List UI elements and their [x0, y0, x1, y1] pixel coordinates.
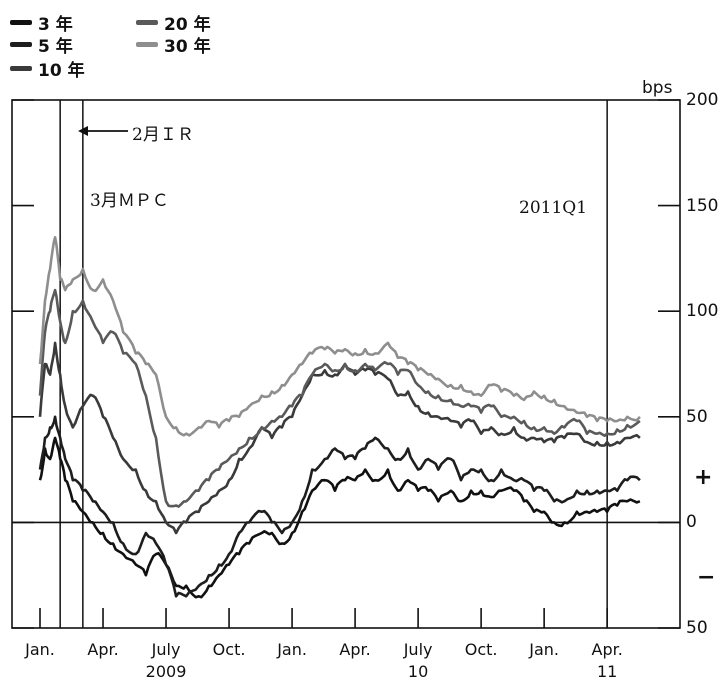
y-tick-label: 50: [686, 618, 708, 638]
annotation-mar-mpc: 3月ＭＰＣ: [90, 191, 169, 211]
x-ticks: [39, 608, 608, 628]
y-tick-label: 200: [686, 90, 719, 110]
x-tick-label: Apr.: [87, 640, 119, 659]
x-tick-label: Oct.: [212, 640, 246, 659]
x-tick-label: Apr.: [591, 640, 623, 659]
legend-item-10y: 10 年: [10, 56, 85, 81]
series-line-1: [38, 415, 641, 598]
x-tick-label: July: [151, 640, 181, 659]
legend-label-20y: 20 年: [164, 15, 211, 35]
legend-label-10y: 10 年: [38, 61, 85, 81]
x-year-label: 2009: [145, 662, 187, 681]
x-year-label: 11: [596, 662, 618, 681]
series-line-4: [38, 236, 641, 437]
legend-swatch-10y: [10, 66, 32, 71]
x-tick-label: July: [403, 640, 433, 659]
legend-item-3y: 3 年: [10, 10, 73, 35]
legend-item-30y: 30 年: [136, 32, 211, 57]
series-line-2: [38, 341, 641, 535]
y-ticks: [12, 99, 680, 629]
legend-label-3y: 3 年: [38, 15, 73, 35]
legend-label-5y: 5 年: [38, 37, 73, 57]
series-line-3: [38, 288, 641, 508]
legend-item-20y: 20 年: [136, 10, 211, 35]
legend-swatch-3y: [10, 20, 32, 25]
series-group: [38, 236, 641, 599]
legend-swatch-5y: [10, 42, 32, 47]
y-tick-label: 100: [686, 301, 719, 322]
legend-item-5y: 5 年: [10, 32, 73, 57]
plus-sign: +: [694, 465, 713, 490]
y-unit-label: bps: [642, 78, 673, 98]
series-line-0: [38, 436, 641, 599]
legend-swatch-30y: [136, 42, 158, 47]
annotation-2011q1: 2011Q1: [519, 198, 588, 218]
x-tick-label: Apr.: [339, 640, 371, 659]
y-tick-label: 0: [686, 512, 697, 533]
x-year-label: 10: [407, 662, 429, 681]
x-tick-label: Jan.: [529, 640, 559, 659]
y-tick-label: 50: [686, 406, 708, 427]
plot-frame: [11, 99, 681, 629]
legend-label-30y: 30 年: [164, 37, 211, 57]
x-tick-label: Oct.: [464, 640, 498, 659]
event-lines: [59, 100, 608, 628]
x-tick-label: Jan.: [277, 640, 307, 659]
annotation-feb-ir: 2月ＩＲ: [132, 125, 194, 145]
ir-arrow-head: [78, 126, 88, 136]
legend-swatch-20y: [136, 20, 158, 25]
y-tick-label: 150: [686, 195, 719, 216]
x-tick-label: Jan.: [25, 640, 55, 659]
minus-sign: −: [697, 565, 716, 590]
